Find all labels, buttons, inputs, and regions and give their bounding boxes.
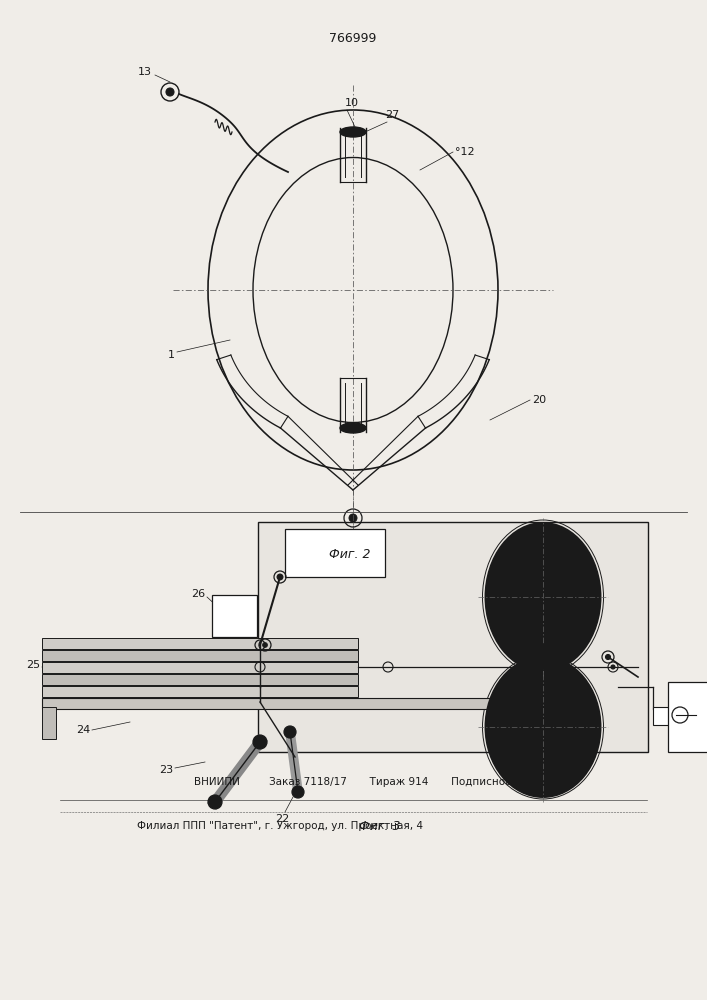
Circle shape [611, 665, 615, 669]
Text: 23: 23 [159, 765, 173, 775]
Circle shape [284, 726, 296, 738]
Text: Фиг. 3: Фиг. 3 [359, 820, 401, 833]
Circle shape [538, 652, 548, 662]
Text: 20: 20 [532, 395, 546, 405]
Ellipse shape [345, 424, 361, 432]
Bar [42, 698, 518, 709]
Text: 10: 10 [345, 98, 359, 108]
Ellipse shape [486, 657, 600, 797]
Bar [42, 707, 56, 739]
Text: Филиал ППП "Патент", г. Ужгород, ул. Проектная, 4: Филиал ППП "Патент", г. Ужгород, ул. Про… [137, 821, 423, 831]
Text: ВНИИПИ         Заказ 7118/17       Тираж 914       Подписное: ВНИИПИ Заказ 7118/17 Тираж 914 Подписное [194, 777, 512, 787]
Text: 26: 26 [191, 589, 205, 599]
Circle shape [531, 645, 555, 669]
Bar [42, 650, 358, 661]
Ellipse shape [494, 666, 592, 788]
Text: 1: 1 [168, 350, 175, 360]
Ellipse shape [340, 423, 366, 433]
Circle shape [262, 643, 267, 648]
Circle shape [292, 786, 304, 798]
Ellipse shape [494, 532, 592, 662]
Bar [42, 638, 358, 649]
Bar [285, 529, 385, 577]
Circle shape [288, 730, 293, 734]
Text: 27: 27 [385, 110, 399, 120]
Circle shape [296, 790, 300, 794]
Bar [42, 662, 358, 673]
Bar [212, 595, 257, 637]
Bar [653, 707, 671, 725]
Text: 22: 22 [275, 814, 289, 824]
Bar [668, 682, 707, 752]
Text: 13: 13 [138, 67, 152, 77]
Bar [258, 522, 648, 752]
Text: 766999: 766999 [329, 32, 377, 45]
Text: °12: °12 [455, 147, 474, 157]
Bar [42, 686, 358, 697]
Text: Фиг. 2: Фиг. 2 [329, 548, 370, 561]
Circle shape [349, 514, 357, 522]
Bar [42, 674, 358, 685]
Circle shape [212, 799, 218, 805]
Text: 25: 25 [26, 660, 40, 670]
Circle shape [277, 574, 283, 580]
Ellipse shape [345, 128, 361, 135]
Circle shape [605, 654, 611, 660]
Ellipse shape [486, 523, 600, 671]
Circle shape [253, 735, 267, 749]
Text: 24: 24 [76, 725, 90, 735]
Circle shape [208, 795, 222, 809]
Ellipse shape [340, 127, 366, 137]
Circle shape [166, 88, 174, 96]
Circle shape [257, 739, 263, 745]
